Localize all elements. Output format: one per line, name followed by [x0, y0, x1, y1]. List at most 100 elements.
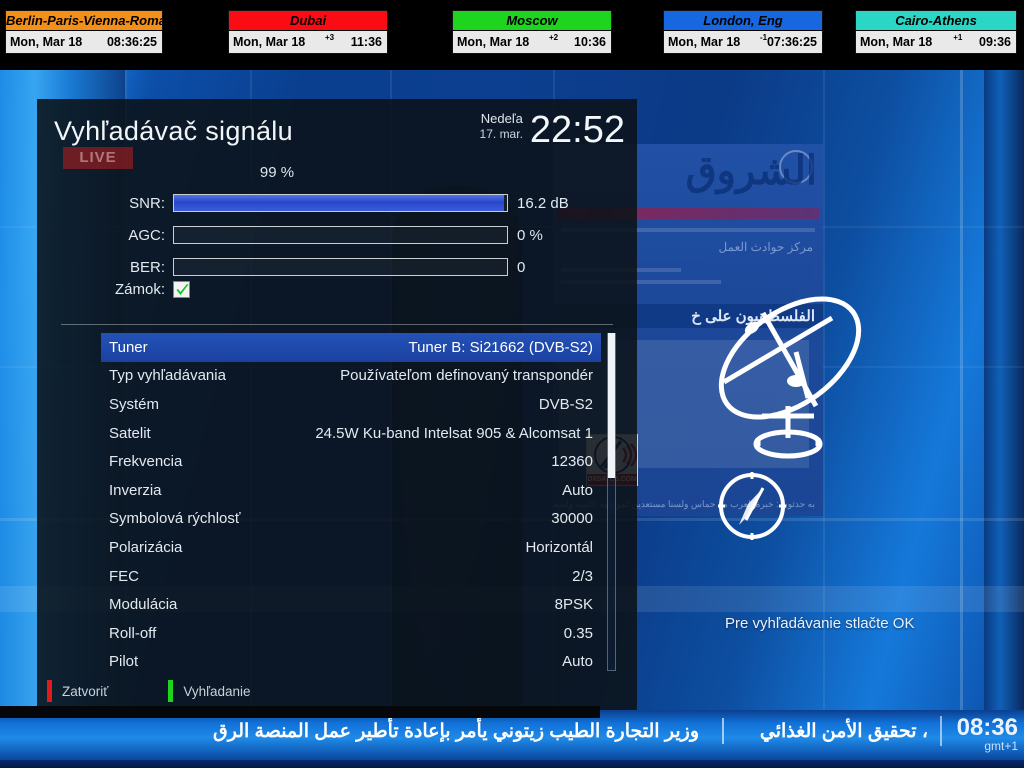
world-clock-0: Berlin-Paris-Vienna-Roma Mon, Mar 18 08:36…: [5, 10, 163, 54]
param-key-9: Modulácia: [109, 596, 178, 614]
world-clock-city-0: Berlin-Paris-Vienna-Roma: [6, 11, 162, 30]
world-clock-offset-4: +1: [953, 33, 963, 42]
world-clock-time-2: 10:36: [574, 35, 606, 49]
ticker-baseline: [0, 760, 1024, 768]
ticker-clock-divider: [940, 716, 942, 746]
red-key-swatch: [47, 680, 52, 702]
satellite-dish-icon: [718, 296, 862, 459]
world-clock-offset-3: -1: [760, 33, 768, 42]
param-row-3[interactable]: Satelit 24.5W Ku-band Intelsat 905 & Alco…: [101, 419, 601, 448]
world-clock-2: Moscow Mon, Mar 18 +2 10:36: [452, 10, 612, 54]
dialog-divider: [61, 324, 613, 325]
param-key-7: Polarizácia: [109, 538, 183, 556]
param-row-7[interactable]: Polarizácia Horizontál: [101, 533, 601, 562]
snr-value: 16.2 dB: [517, 194, 569, 212]
param-key-11: Pilot: [109, 653, 139, 671]
signal-finder-dialog: Vyhľadávač signálu Nedeľa 17. mar. 22:52…: [37, 99, 637, 710]
world-clock-4: Cairo-Athens Mon, Mar 18 +1 09:36: [855, 10, 1017, 54]
param-row-11[interactable]: Pilot Auto: [101, 648, 601, 677]
signal-bar-agc: AGC: 0 %: [37, 221, 637, 249]
param-row-8[interactable]: FEC 2/3: [101, 562, 601, 591]
ticker-main-text: وزير التجارة الطيب زيتوني يأمر بإعادة تأ…: [212, 721, 699, 742]
param-value-2: DVB-S2: [538, 395, 593, 413]
snr-track: [173, 194, 508, 212]
param-row-1[interactable]: Typ vyhľadávania Používateľom definovaný …: [101, 362, 601, 391]
world-clock-3: London, Eng Mon, Mar 18 -1 07:36:25: [663, 10, 823, 54]
lock-label: Zámok:: [114, 281, 165, 298]
param-key-0: Tuner: [109, 338, 148, 356]
dialog-bottom-shadow: [0, 706, 600, 718]
ber-label: BER:: [129, 258, 165, 276]
check-icon: [176, 284, 189, 295]
compass-icon: [718, 472, 786, 540]
news-ticker: وزير التجارة الطيب زيتوني يأمر بإعادة تأ…: [0, 710, 1024, 768]
green-key-swatch: [168, 680, 174, 702]
param-key-3: Satelit: [109, 424, 151, 442]
dialog-title: Vyhľadávač signálu: [54, 116, 293, 146]
dialog-clock: Nedeľa 17. mar. 22:52: [480, 109, 625, 152]
ticker-clock: 08:36 gmt+1: [956, 714, 1018, 753]
ticker-divider: [722, 718, 724, 744]
param-value-0: Tuner B: Si21662 (DVB-S2): [408, 338, 593, 356]
param-value-6: 30000: [551, 510, 593, 528]
signal-percent-label: 99 %: [259, 164, 295, 181]
parameter-list[interactable]: Tuner Tuner B: Si21662 (DVB-S2) Typ vyhľad…: [101, 333, 601, 676]
param-key-4: Frekvencia: [109, 453, 183, 471]
world-clock-city-3: London, Eng: [664, 11, 822, 30]
ber-track: [173, 258, 508, 276]
world-clock-city-1: Dubai: [229, 11, 387, 30]
signal-bar-ber: BER: 0: [37, 253, 637, 281]
world-clock-time-3: 07:36:25: [766, 35, 817, 49]
param-row-5[interactable]: Inverzia Auto: [101, 476, 601, 505]
param-key-1: Typ vyhľadávania: [109, 367, 226, 385]
agc-label: AGC:: [128, 226, 165, 244]
lock-row: Zámok:: [37, 281, 190, 298]
newspaper-logo-icon: [779, 150, 813, 184]
world-clock-offset-1: +3: [325, 33, 335, 42]
param-value-1: Používateľom definovaný transpondér: [340, 367, 593, 385]
ticker-secondary-text: ، تحقيق الأمن الغذائي: [759, 721, 928, 742]
param-value-11: Auto: [562, 653, 593, 671]
param-row-6[interactable]: Symbolová rýchlosť 30000: [101, 505, 601, 534]
param-row-2[interactable]: Systém DVB-S2: [101, 390, 601, 419]
world-clock-date-4: Mon, Mar 18: [860, 35, 933, 49]
dialog-clock-weekday: Nedeľa: [480, 111, 523, 126]
world-clock-bar: Berlin-Paris-Vienna-Roma Mon, Mar 18 08:36…: [0, 0, 1024, 70]
param-value-8: 2/3: [572, 567, 593, 585]
live-badge: LIVE: [63, 147, 133, 169]
footer-button-close[interactable]: Zatvoriť: [47, 680, 108, 702]
footer-close-label: Zatvoriť: [62, 683, 109, 699]
param-value-4: 12360: [551, 453, 593, 471]
world-clock-1: Dubai Mon, Mar 18 +3 11:36: [228, 10, 388, 54]
param-key-2: Systém: [109, 395, 160, 413]
world-clock-city-2: Moscow: [453, 11, 611, 30]
param-value-3: 24.5W Ku-band Intelsat 905 & Alcomsat 1: [315, 424, 593, 442]
agc-track: [173, 226, 508, 244]
world-clock-time-1: 11:36: [350, 35, 382, 49]
world-clock-offset-2: +2: [549, 33, 559, 42]
world-clock-date-0: Mon, Mar 18: [10, 35, 83, 49]
param-row-10[interactable]: Roll-off 0.35: [101, 619, 601, 648]
param-key-6: Symbolová rýchlosť: [109, 510, 241, 528]
dialog-clock-time: 22:52: [529, 109, 625, 152]
lock-checkbox[interactable]: [173, 281, 190, 298]
backdrop-right-panel: [984, 66, 1024, 768]
footer-button-search[interactable]: Vyhľadanie: [168, 680, 251, 702]
signal-bars: SNR: 16.2 dB AGC: 0 % BER: 0: [37, 189, 637, 285]
ticker-clock-time: 08:36: [956, 714, 1018, 741]
param-value-10: 0.35: [563, 624, 593, 642]
world-clock-date-3: Mon, Mar 18: [668, 35, 741, 49]
param-row-9[interactable]: Modulácia 8PSK: [101, 590, 601, 619]
param-row-4[interactable]: Frekvencia 12360: [101, 447, 601, 476]
world-clock-city-4: Cairo-Athens: [856, 11, 1016, 30]
param-key-5: Inverzia: [109, 481, 162, 499]
world-clock-date-1: Mon, Mar 18: [233, 35, 306, 49]
dialog-footer: Zatvoriť Vyhľadanie: [37, 678, 637, 704]
param-key-10: Roll-off: [109, 624, 157, 642]
param-value-7: Horizontál: [525, 538, 593, 556]
world-clock-time-4: 09:36: [979, 35, 1011, 49]
param-row-0[interactable]: Tuner Tuner B: Si21662 (DVB-S2): [101, 333, 601, 362]
list-scrollbar-thumb[interactable]: [608, 333, 615, 478]
newspaper-headline-1: مركز حوادث العمل: [718, 240, 813, 254]
